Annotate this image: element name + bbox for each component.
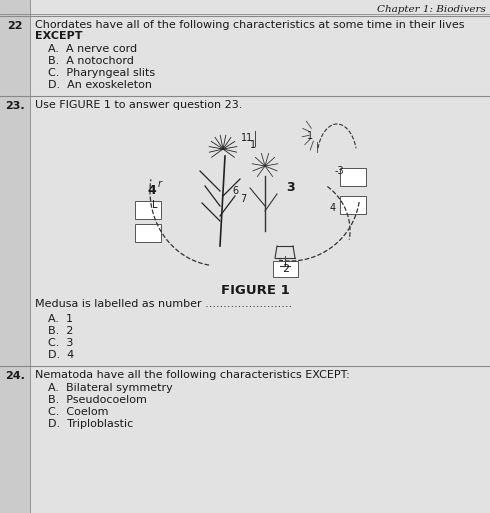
Text: 7: 7 (240, 194, 246, 204)
Text: 3: 3 (286, 181, 294, 194)
Text: A.  1: A. 1 (48, 314, 73, 324)
Text: Nematoda have all the following characteristics EXCEPT:: Nematoda have all the following characte… (35, 370, 350, 380)
Text: r: r (158, 179, 162, 189)
Text: Use FIGURE 1 to answer question 23.: Use FIGURE 1 to answer question 23. (35, 100, 243, 110)
Text: Medusa is labelled as number ........................: Medusa is labelled as number ...........… (35, 299, 292, 309)
Text: D.  An exoskeleton: D. An exoskeleton (48, 80, 152, 90)
Text: 2: 2 (282, 264, 289, 274)
Text: C.  Coelom: C. Coelom (48, 407, 108, 417)
Text: D.  4: D. 4 (48, 350, 74, 360)
Text: 4: 4 (330, 203, 336, 213)
Text: FIGURE 1: FIGURE 1 (220, 284, 290, 297)
Text: Chapter 1: Biodivers: Chapter 1: Biodivers (377, 6, 486, 14)
Text: 24.: 24. (5, 371, 25, 381)
Text: B.  Pseudocoelom: B. Pseudocoelom (48, 395, 147, 405)
Text: 11: 11 (241, 133, 253, 143)
Bar (135, 201, 161, 219)
Text: C.  Pharyngeal slits: C. Pharyngeal slits (48, 68, 155, 78)
Text: 6: 6 (232, 186, 238, 196)
Bar (340, 168, 366, 186)
Text: EXCEPT: EXCEPT (35, 31, 82, 41)
Text: -3: -3 (335, 166, 344, 176)
Text: A.  Bilateral symmetry: A. Bilateral symmetry (48, 383, 173, 393)
Bar (340, 196, 366, 214)
Text: A.  A nerve cord: A. A nerve cord (48, 44, 137, 54)
Text: 1: 1 (307, 131, 313, 141)
Bar (135, 224, 161, 242)
Text: L: L (152, 200, 158, 210)
Bar (0, 0, 30, 513)
Text: D.  Triploblastic: D. Triploblastic (48, 419, 133, 429)
Text: 1: 1 (250, 140, 256, 150)
Text: B.  2: B. 2 (48, 326, 74, 336)
Text: 4: 4 (147, 184, 156, 197)
Text: 23.: 23. (5, 101, 25, 111)
Text: 22: 22 (7, 21, 23, 31)
Text: C.  3: C. 3 (48, 338, 74, 348)
Text: Chordates have all of the following characteristics at some time in their lives: Chordates have all of the following char… (35, 20, 465, 30)
Bar (273, 261, 298, 277)
Text: B.  A notochord: B. A notochord (48, 56, 134, 66)
